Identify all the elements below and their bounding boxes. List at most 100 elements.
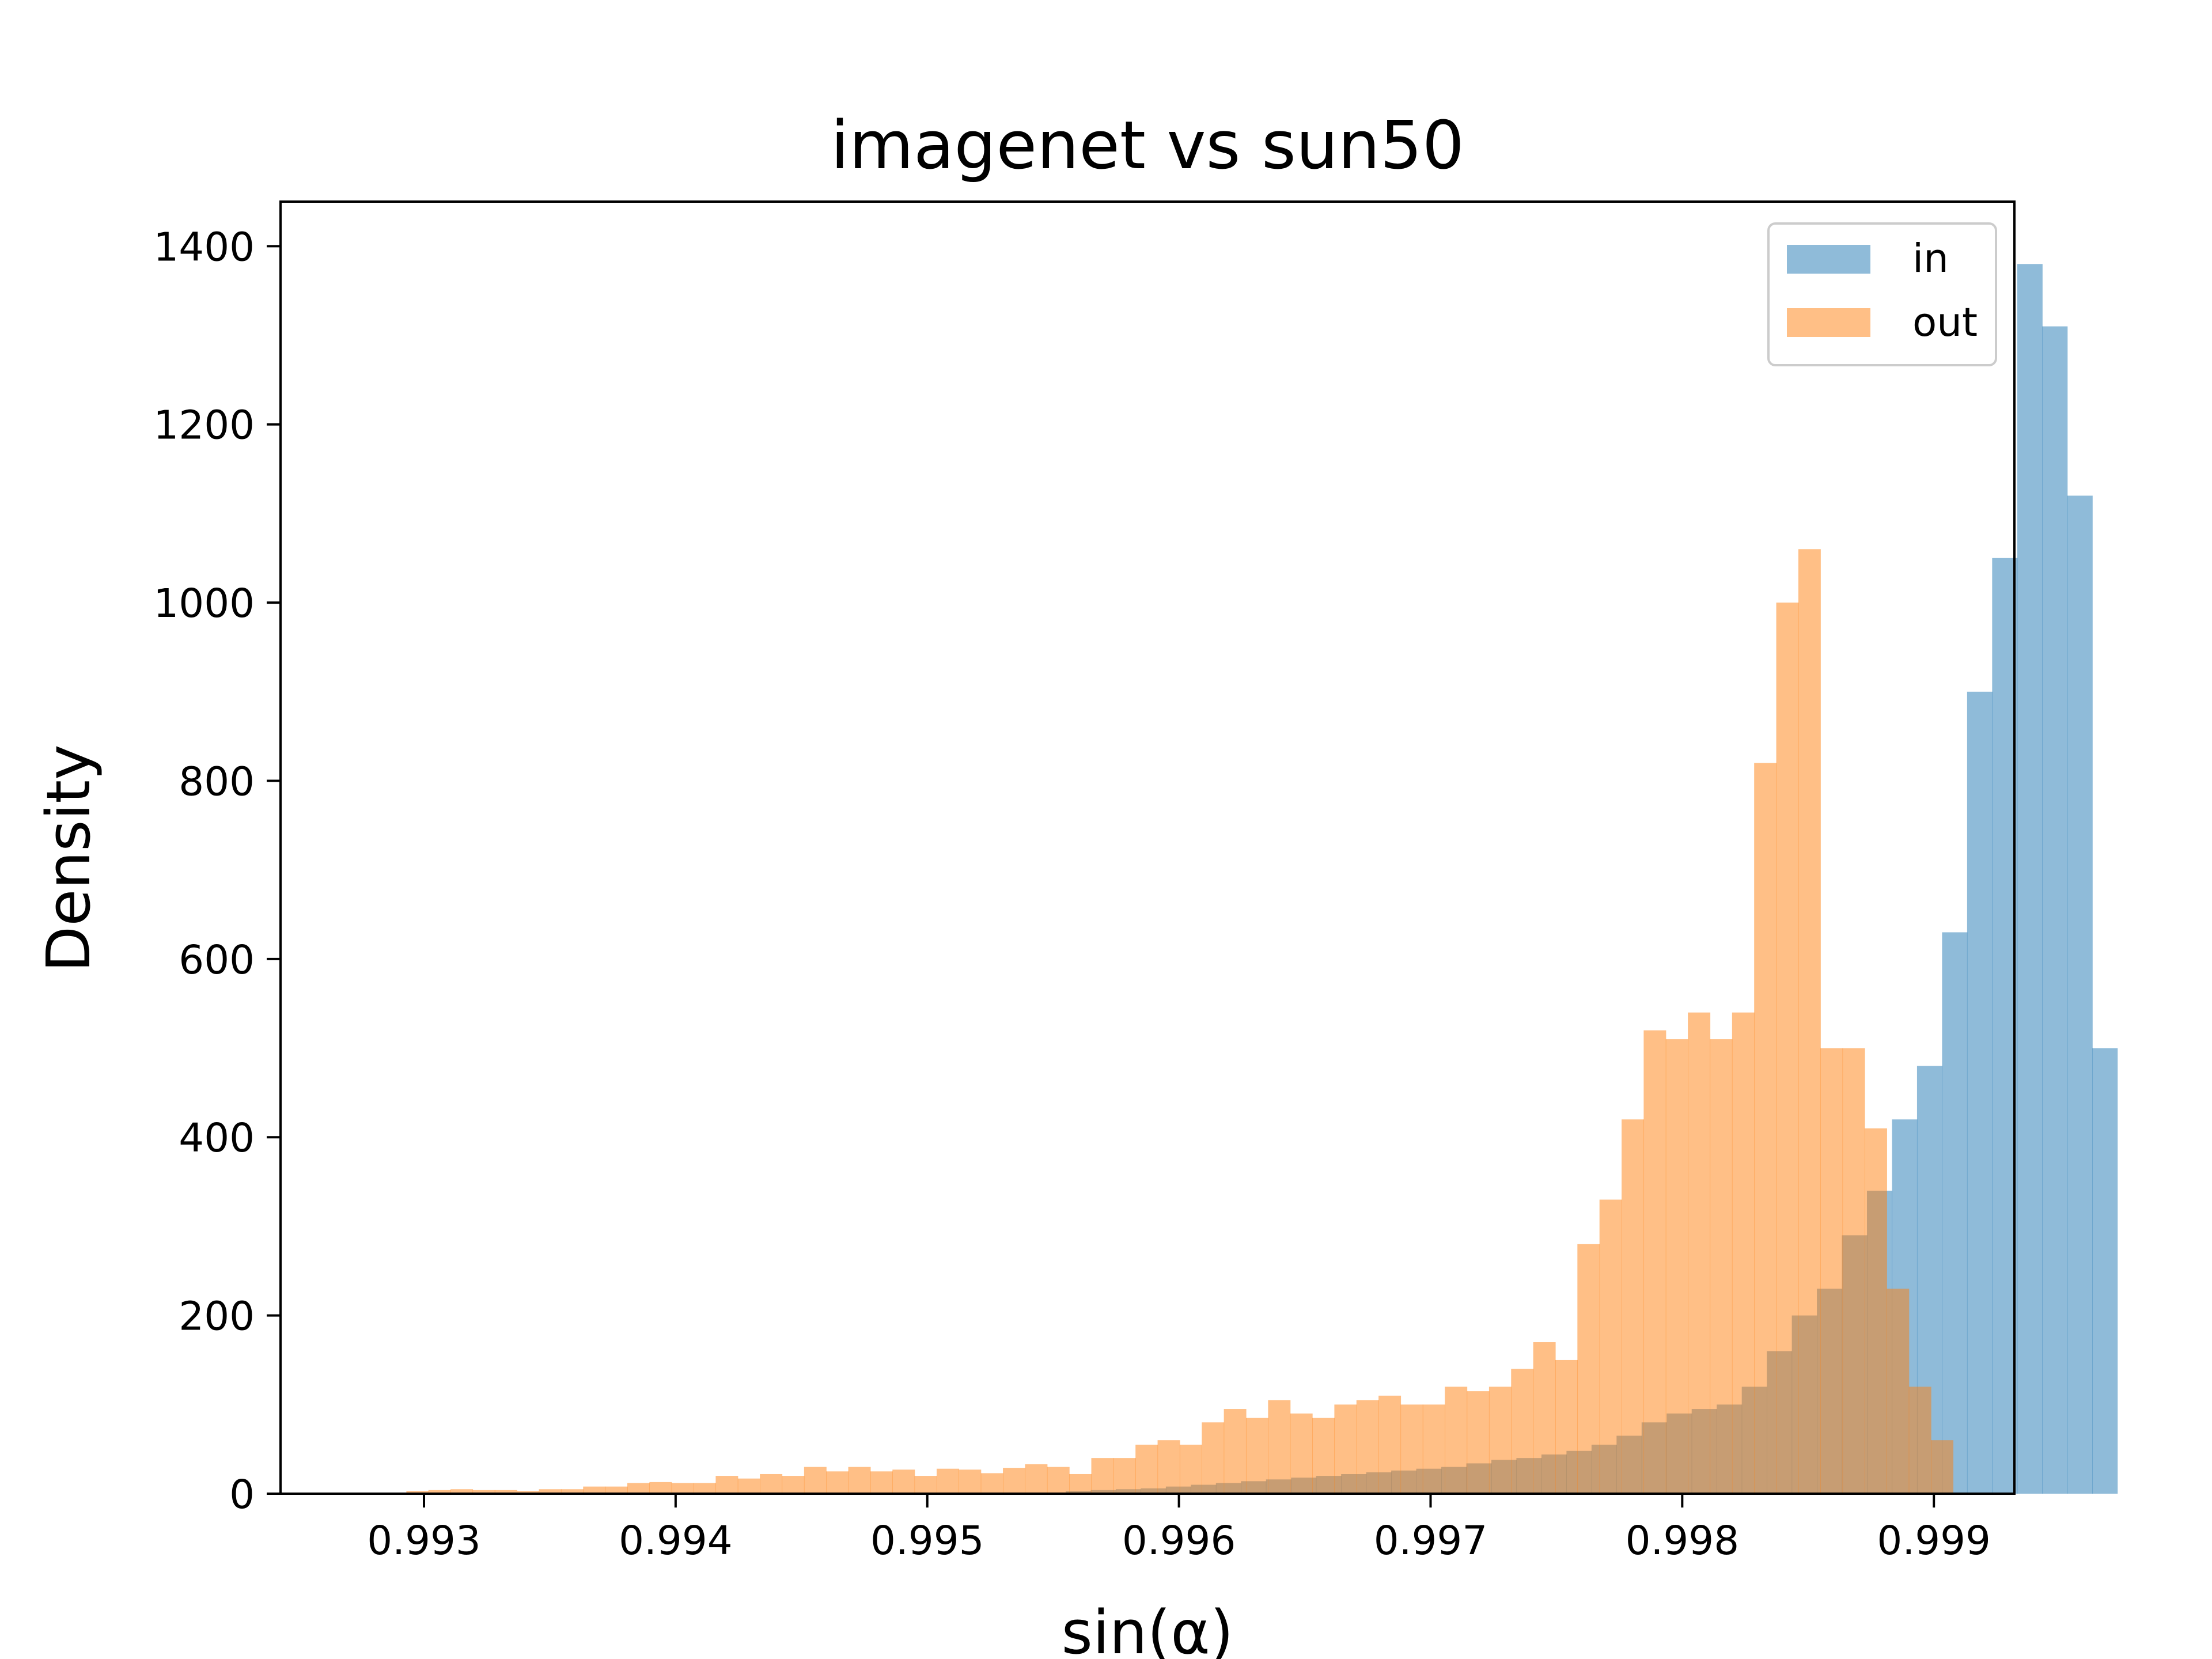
bar-out-25 [959, 1469, 982, 1494]
bar-out-0 [406, 1491, 429, 1494]
bar-out-66 [1864, 1128, 1887, 1494]
bar-out-61 [1754, 763, 1777, 1494]
bar-out-18 [804, 1467, 827, 1494]
x-tick-label: 0.995 [870, 1518, 984, 1564]
bar-out-46 [1422, 1404, 1445, 1494]
x-axis-label: sin(α) [1062, 1597, 1234, 1659]
bar-out-20 [848, 1467, 871, 1494]
bar-out-21 [870, 1471, 893, 1494]
bar-out-32 [1113, 1458, 1136, 1494]
bar-out-7 [560, 1489, 584, 1494]
x-tick-label: 0.993 [367, 1518, 481, 1564]
bar-out-11 [649, 1482, 672, 1494]
bar-out-63 [1798, 549, 1821, 1494]
bar-out-12 [671, 1483, 694, 1494]
bar-out-1 [428, 1490, 451, 1494]
bar-out-13 [694, 1483, 717, 1494]
bar-out-26 [980, 1473, 1003, 1494]
bar-out-53 [1577, 1244, 1600, 1494]
bar-out-41 [1312, 1418, 1335, 1494]
bar-in-38 [2017, 264, 2043, 1494]
bar-out-30 [1069, 1474, 1092, 1494]
bar-in-35 [1942, 932, 1968, 1494]
bar-out-68 [1908, 1387, 1931, 1494]
bar-out-69 [1931, 1440, 1954, 1494]
y-tick-label: 200 [179, 1294, 255, 1340]
bar-out-49 [1488, 1387, 1512, 1494]
bar-out-50 [1511, 1369, 1534, 1494]
y-axis-label: Density [33, 744, 104, 972]
legend-swatch-in [1787, 245, 1870, 274]
bar-out-36 [1202, 1422, 1225, 1494]
bar-out-43 [1356, 1400, 1379, 1494]
x-tick-label: 0.996 [1122, 1518, 1236, 1564]
bar-out-52 [1555, 1359, 1578, 1494]
bar-out-24 [936, 1468, 959, 1494]
series-out [406, 549, 1954, 1494]
legend-label-out: out [1912, 300, 1978, 346]
bar-out-33 [1135, 1444, 1158, 1494]
bar-out-34 [1157, 1440, 1180, 1494]
bar-out-59 [1710, 1039, 1733, 1494]
bar-out-6 [539, 1489, 562, 1494]
x-tick-label: 0.994 [619, 1518, 733, 1564]
bar-in-40 [2067, 495, 2093, 1494]
bar-out-42 [1334, 1404, 1357, 1494]
bar-out-8 [583, 1486, 606, 1494]
bar-out-38 [1245, 1418, 1268, 1494]
legend-label-in: in [1912, 236, 1949, 282]
x-tick-label: 0.999 [1877, 1518, 1991, 1564]
bar-out-27 [1003, 1468, 1026, 1494]
bar-out-39 [1268, 1400, 1291, 1494]
y-tick-label: 800 [179, 759, 255, 805]
bar-out-10 [627, 1483, 650, 1494]
bar-out-45 [1400, 1404, 1423, 1494]
bars-layer [406, 264, 2118, 1494]
bar-out-47 [1445, 1387, 1468, 1494]
bar-out-62 [1776, 603, 1799, 1494]
bar-in-41 [2092, 1048, 2118, 1494]
bar-out-4 [494, 1490, 517, 1494]
y-tick-label: 400 [179, 1115, 255, 1161]
bar-out-55 [1622, 1119, 1645, 1494]
bar-out-48 [1467, 1391, 1490, 1494]
ticks-layer: 0.993 0.994 0.995 0.996 0.997 0.998 0.999 0 200 4… [153, 224, 1991, 1564]
bar-out-58 [1688, 1012, 1711, 1494]
y-tick-label: 1400 [153, 224, 255, 270]
bar-out-64 [1820, 1048, 1843, 1494]
bar-out-67 [1887, 1289, 1910, 1494]
y-tick-label: 600 [179, 937, 255, 983]
bar-out-14 [715, 1476, 738, 1494]
bar-out-35 [1179, 1444, 1202, 1494]
bar-out-17 [782, 1476, 805, 1494]
x-tick-label: 0.997 [1374, 1518, 1488, 1564]
bar-out-19 [826, 1471, 849, 1494]
bar-out-54 [1599, 1199, 1622, 1494]
bar-out-28 [1025, 1464, 1048, 1494]
y-tick-label: 0 [229, 1472, 255, 1518]
bar-in-36 [1967, 691, 1993, 1494]
y-tick-label: 1200 [153, 403, 255, 449]
bar-out-65 [1842, 1048, 1865, 1494]
plot-area-frame [279, 200, 2016, 1495]
bar-out-44 [1378, 1395, 1402, 1494]
bar-out-56 [1643, 1030, 1666, 1494]
chart-title: imagenet vs sun50 [831, 107, 1464, 184]
legend: in out [1767, 222, 1997, 366]
bar-out-40 [1290, 1413, 1313, 1494]
bar-out-29 [1047, 1467, 1070, 1494]
bar-out-2 [450, 1489, 474, 1494]
bar-out-23 [914, 1476, 937, 1494]
bar-out-15 [737, 1478, 760, 1494]
bar-out-3 [472, 1490, 495, 1494]
bar-out-37 [1224, 1409, 1247, 1494]
bar-out-9 [605, 1486, 628, 1494]
bar-out-60 [1732, 1012, 1755, 1494]
y-tick-label: 1000 [153, 581, 255, 627]
bar-out-31 [1091, 1458, 1114, 1494]
x-tick-label: 0.998 [1626, 1518, 1740, 1564]
bar-out-22 [892, 1469, 915, 1494]
bar-out-57 [1665, 1039, 1688, 1494]
bar-in-39 [2042, 326, 2068, 1494]
